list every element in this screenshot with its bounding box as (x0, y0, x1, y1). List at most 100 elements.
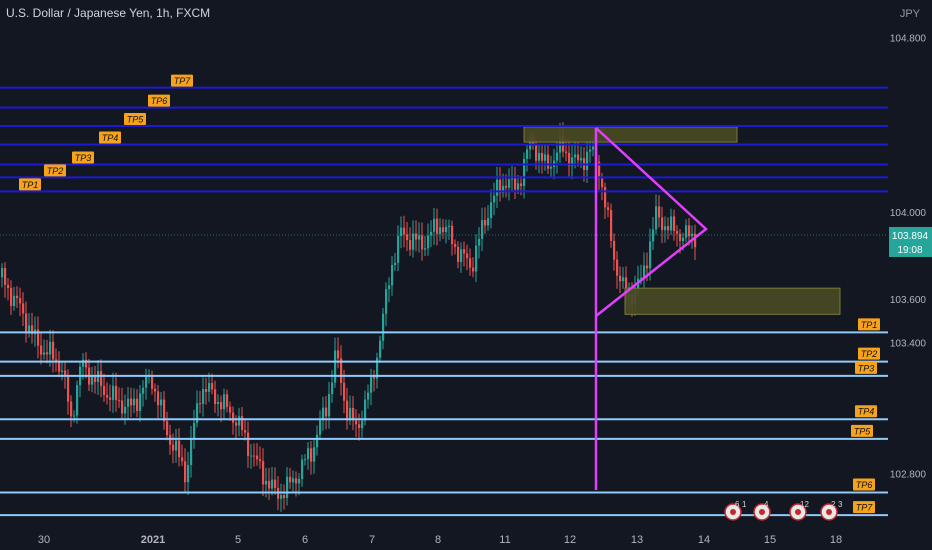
candle (409, 240, 412, 250)
candle (310, 448, 313, 462)
candle (562, 135, 565, 152)
candle (211, 383, 214, 390)
candle (436, 218, 439, 234)
candle (619, 275, 622, 282)
candle (499, 179, 502, 193)
candle (667, 226, 670, 231)
candle (220, 402, 223, 410)
candle (457, 246, 460, 262)
candle (76, 385, 79, 416)
lower-tp-badge (853, 501, 875, 514)
candle (424, 248, 427, 250)
candle (535, 144, 538, 161)
candle (31, 325, 34, 335)
candle (394, 262, 397, 266)
candle (232, 412, 235, 423)
candle (202, 389, 205, 404)
candle (640, 277, 643, 279)
candle (301, 459, 304, 479)
candle (571, 157, 574, 167)
time-tick: 13 (631, 534, 643, 546)
candle (556, 152, 559, 161)
current-price-tag (889, 226, 932, 257)
candle (82, 359, 85, 367)
candle (643, 265, 646, 278)
candle (613, 240, 616, 260)
candle (136, 398, 139, 411)
candle (391, 265, 394, 286)
candle (445, 226, 448, 233)
candle (118, 400, 121, 402)
candle (145, 375, 148, 388)
candle (433, 218, 436, 232)
currency-label: JPY (899, 8, 920, 20)
candle (85, 359, 88, 368)
time-tick: 7 (369, 534, 375, 546)
candle (16, 295, 19, 299)
lower-tp-label: TP5 (854, 426, 872, 436)
current-price-countdown: 19:08 (897, 245, 922, 256)
price-tick: 103.600 (890, 295, 927, 306)
candle (73, 415, 76, 417)
candle (166, 421, 169, 436)
candle (475, 245, 478, 272)
time-tick: 6 (302, 534, 308, 546)
candle (112, 385, 115, 400)
candle (124, 406, 127, 414)
event-count: 6 (735, 500, 740, 509)
candle (4, 267, 7, 285)
candle (205, 389, 208, 392)
candle (13, 295, 16, 306)
price-tick: 102.800 (890, 469, 927, 480)
supply-zone (523, 126, 738, 143)
candle (493, 195, 496, 203)
time-tick: 14 (698, 534, 710, 546)
candle (385, 289, 388, 314)
event-count: 4 (764, 500, 769, 509)
candle (487, 218, 490, 226)
candle (283, 495, 286, 499)
candle (319, 420, 322, 435)
candle (238, 416, 241, 426)
candle (187, 464, 190, 483)
candle (673, 216, 676, 231)
upper-tp-badge (171, 74, 193, 87)
candle (472, 267, 475, 272)
time-tick: 11 (499, 534, 510, 546)
lower-tp-label: TP3 (858, 363, 875, 373)
upper-tp-label: TP4 (102, 133, 119, 143)
candle (397, 235, 400, 263)
candle (538, 152, 541, 161)
candle (691, 233, 694, 237)
candle (70, 401, 73, 417)
candle (289, 476, 292, 483)
candle (418, 235, 421, 240)
lower-tp-badge (855, 405, 877, 418)
upper-tp-badge (148, 94, 170, 107)
candle (100, 371, 103, 387)
candle (106, 395, 109, 398)
candle (28, 325, 31, 334)
candle (250, 455, 253, 457)
time-tick: 5 (235, 534, 241, 546)
demand-zone (624, 287, 841, 315)
candle (46, 352, 49, 355)
candle (322, 407, 325, 421)
candle (415, 233, 418, 240)
candle (382, 313, 385, 341)
candle (91, 376, 94, 385)
lower-tp-badge (855, 361, 877, 374)
candle (565, 151, 568, 153)
price-tick: 104.000 (890, 208, 927, 219)
candle (460, 249, 463, 262)
upper-levels-layer: 104.570TP7104.478TP6104.394TP5104.309TP4… (0, 74, 932, 199)
candle (355, 420, 358, 425)
candle (430, 231, 433, 236)
candle (331, 382, 334, 394)
time-tick: 2021 (141, 534, 165, 546)
candle (184, 461, 187, 483)
candle (664, 226, 667, 231)
candle (598, 161, 601, 179)
candle (586, 151, 589, 170)
